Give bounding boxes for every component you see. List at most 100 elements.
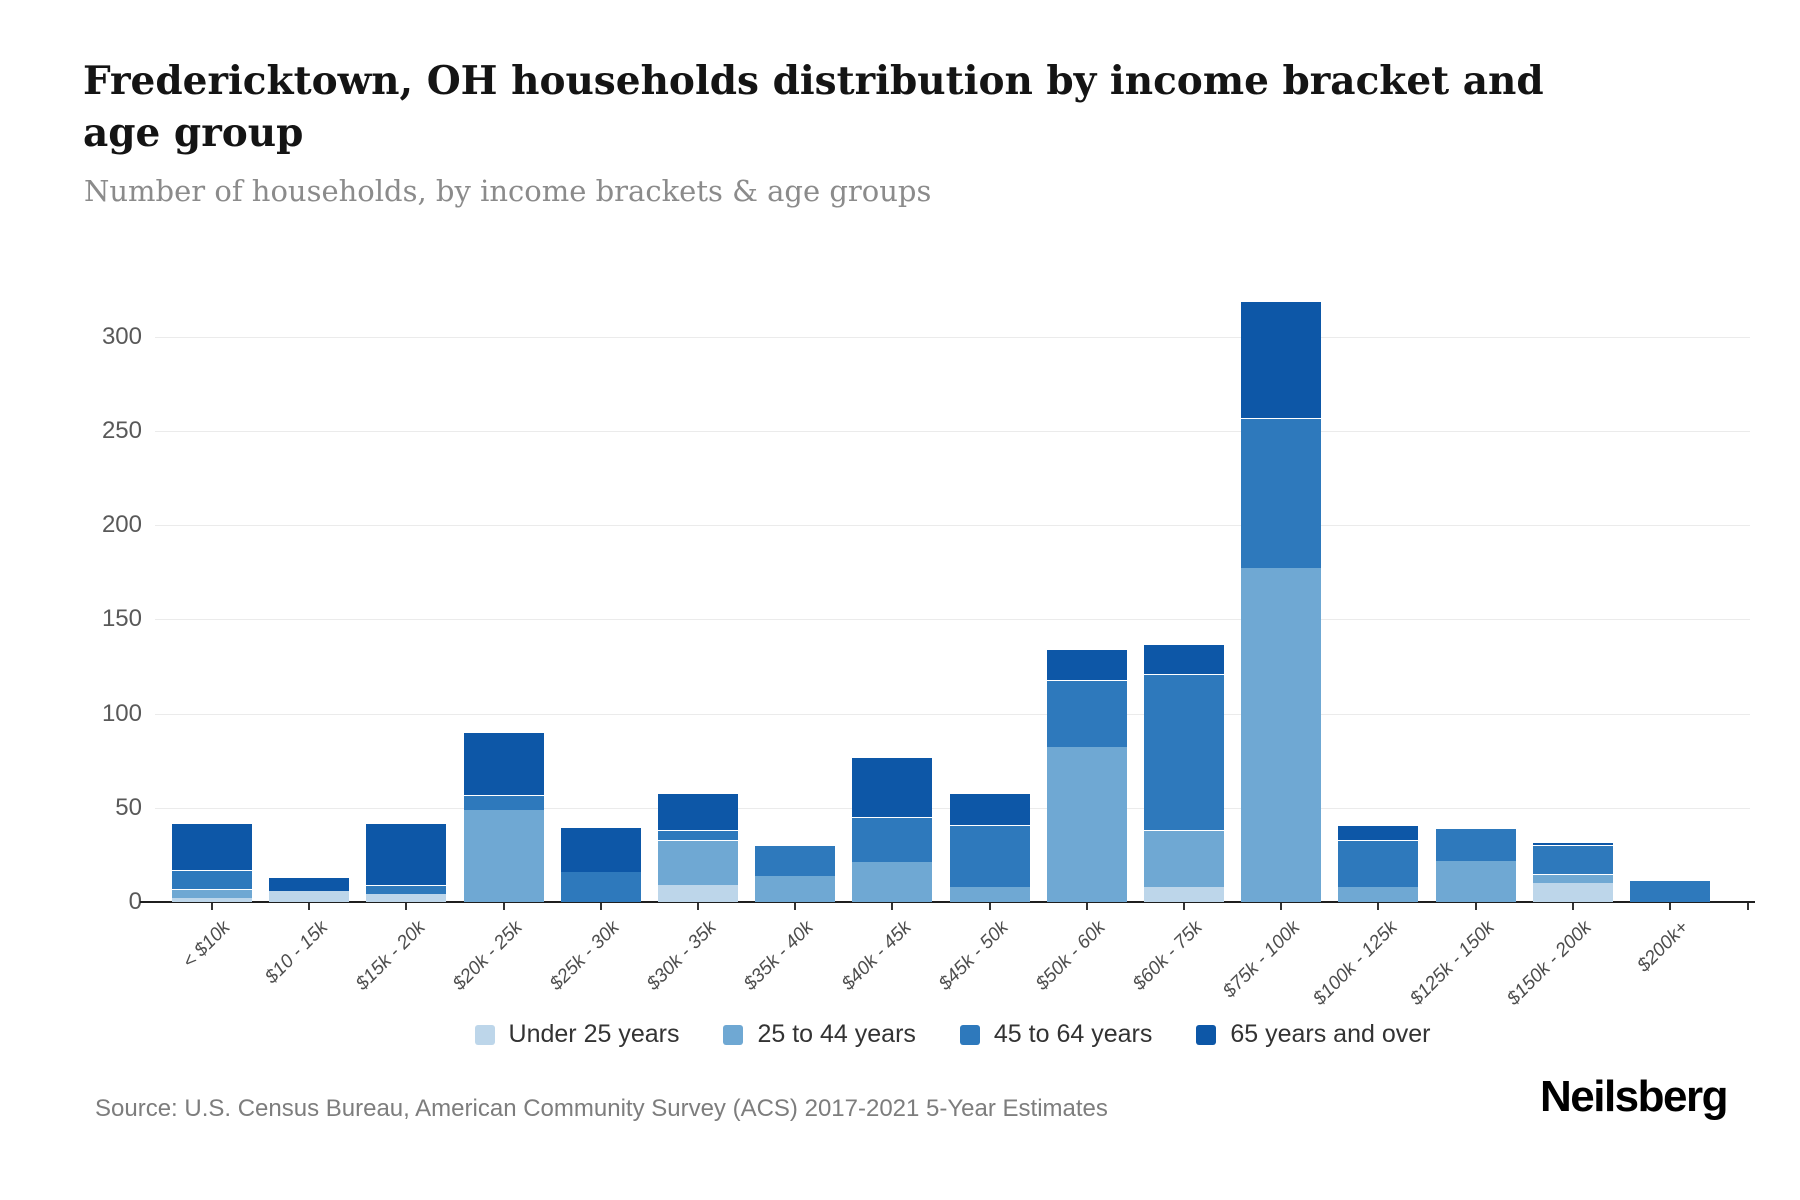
x-axis-label--45k-50k: $45k - 50k bbox=[934, 917, 1013, 995]
gridline-300 bbox=[155, 336, 1750, 338]
bar-segment--40k-45k-series-2[interactable] bbox=[852, 817, 933, 863]
legend-item-45-to-64-years[interactable]: 45 to 64 years bbox=[959, 1020, 1153, 1049]
x-axis-label--20k-25k: $20k - 25k bbox=[448, 917, 527, 995]
neilsberg-logo: Neilsberg bbox=[1539, 1072, 1729, 1121]
x-axis-label--15k-20k: $15k - 20k bbox=[351, 917, 430, 995]
bar-segment--35k-40k-series-2[interactable] bbox=[755, 845, 836, 876]
bar-segment--45k-50k-series-2[interactable] bbox=[949, 824, 1030, 887]
x-axis-label--30k-35k: $30k - 35k bbox=[643, 917, 721, 995]
x-axis-label--25k-30k: $25k - 30k bbox=[546, 917, 624, 995]
x-axis-tick bbox=[1377, 903, 1380, 910]
bar-segment--15k-20k-series-2[interactable] bbox=[366, 885, 447, 895]
bar-segment--30k-35k-series-2[interactable] bbox=[658, 830, 738, 840]
legend-item-65-years-and-over[interactable]: 65 years and over bbox=[1196, 1020, 1430, 1049]
legend-swatch-icon bbox=[1196, 1024, 1217, 1045]
bar-segment--150k-200k-series-1[interactable] bbox=[1532, 873, 1613, 884]
x-axis-label--200k+: $200k+ bbox=[1633, 917, 1693, 977]
bar-segment--60k-75k-series-1[interactable] bbox=[1144, 830, 1224, 887]
x-axis-end-tick bbox=[1747, 903, 1749, 910]
bar-segment--35k-40k-series-1[interactable] bbox=[755, 875, 836, 902]
x-axis-tick bbox=[891, 903, 894, 910]
bar-segment--20k-25k-series-2[interactable] bbox=[463, 794, 544, 810]
bar-segment--20k-25k-series-3[interactable] bbox=[463, 732, 544, 795]
x-axis-tick bbox=[697, 903, 699, 910]
x-axis-tick bbox=[1183, 903, 1185, 910]
bar-segment--100k-125k-series-2[interactable] bbox=[1338, 839, 1419, 887]
bar-segment--15k-20k-series-0[interactable] bbox=[366, 894, 447, 902]
legend-label: 25 to 44 years bbox=[757, 1020, 916, 1048]
x-axis-label--10k: < $10k bbox=[179, 917, 235, 973]
legend-item-under-25-years[interactable]: Under 25 years bbox=[474, 1020, 680, 1049]
bar-segment--10k-series-0[interactable] bbox=[172, 898, 252, 902]
bar-segment--15k-20k-series-3[interactable] bbox=[366, 822, 447, 886]
x-axis-label--60k-75k: $60k - 75k bbox=[1129, 917, 1207, 995]
bar-segment--75k-100k-series-1[interactable] bbox=[1241, 568, 1322, 902]
legend-swatch-icon bbox=[959, 1024, 980, 1045]
bar-segment--25k-30k-series-3[interactable] bbox=[560, 826, 641, 872]
x-axis-label--50k-60k: $50k - 60k bbox=[1032, 917, 1110, 995]
bar-segment--50k-60k-series-2[interactable] bbox=[1046, 679, 1127, 748]
bar-segment--125k-150k-series-1[interactable] bbox=[1435, 860, 1516, 902]
bar-segment--30k-35k-series-1[interactable] bbox=[658, 839, 738, 886]
bar-segment--60k-75k-series-2[interactable] bbox=[1144, 673, 1224, 831]
x-axis-tick bbox=[502, 903, 505, 910]
x-axis-tick bbox=[1474, 903, 1477, 910]
y-axis-label-150: 150 bbox=[101, 605, 142, 633]
bar-segment--10-15k-series-3[interactable] bbox=[269, 877, 350, 891]
bar-segment--10k-series-3[interactable] bbox=[172, 822, 252, 870]
bar-segment--20k-25k-series-1[interactable] bbox=[463, 809, 544, 902]
bar-segment--75k-100k-series-3[interactable] bbox=[1241, 300, 1322, 418]
x-axis-label--125k-150k: $125k - 150k bbox=[1405, 917, 1499, 1010]
chart-title: Fredericktown, OH households distributio… bbox=[83, 55, 1583, 159]
chart-title-line2: age group bbox=[83, 110, 304, 156]
bar-segment--150k-200k-series-0[interactable] bbox=[1532, 883, 1613, 902]
gridline-100 bbox=[155, 713, 1750, 715]
x-axis-tick bbox=[1280, 903, 1283, 910]
x-axis-tick bbox=[794, 903, 797, 910]
bar-segment--30k-35k-series-3[interactable] bbox=[658, 792, 738, 831]
bar-segment--150k-200k-series-2[interactable] bbox=[1532, 845, 1613, 874]
x-axis-line bbox=[140, 901, 1755, 903]
gridline-250 bbox=[155, 430, 1750, 432]
x-axis-label--40k-45k: $40k - 45k bbox=[837, 917, 916, 995]
bar-segment--100k-125k-series-3[interactable] bbox=[1338, 824, 1419, 840]
y-axis-label-250: 250 bbox=[101, 416, 142, 444]
legend-label: Under 25 years bbox=[508, 1020, 680, 1048]
chart-subtitle: Number of households, by income brackets… bbox=[84, 174, 932, 208]
legend-label: 45 to 64 years bbox=[993, 1020, 1153, 1048]
bar-segment--10k-series-1[interactable] bbox=[172, 888, 252, 899]
chart-title-line1: Fredericktown, OH households distributio… bbox=[83, 58, 1544, 104]
bar-segment--125k-150k-series-2[interactable] bbox=[1435, 828, 1516, 861]
x-axis-tick bbox=[405, 903, 408, 910]
x-axis-label--10-15k: $10 - 15k bbox=[261, 917, 333, 988]
bar-segment--75k-100k-series-2[interactable] bbox=[1241, 417, 1322, 569]
bar-segment--50k-60k-series-1[interactable] bbox=[1046, 747, 1127, 902]
legend-swatch-icon bbox=[474, 1024, 495, 1045]
bar-segment--60k-75k-series-3[interactable] bbox=[1144, 643, 1224, 674]
bar-segment--45k-50k-series-3[interactable] bbox=[949, 792, 1030, 825]
bar-segment--40k-45k-series-3[interactable] bbox=[852, 756, 933, 818]
legend-swatch-icon bbox=[723, 1024, 744, 1045]
bar-segment--50k-60k-series-3[interactable] bbox=[1046, 649, 1127, 680]
bar-segment--10-15k-series-0[interactable] bbox=[269, 890, 350, 902]
x-axis-tick bbox=[211, 903, 213, 910]
legend-label: 65 years and over bbox=[1230, 1020, 1431, 1048]
bar-segment--150k-200k-series-3[interactable] bbox=[1532, 841, 1613, 846]
chart-legend: Under 25 years 25 to 44 years 45 to 64 yea… bbox=[155, 1020, 1750, 1049]
x-axis-tick bbox=[1669, 903, 1671, 910]
bar-segment--10k-series-2[interactable] bbox=[172, 869, 252, 889]
bar-segment--60k-75k-series-0[interactable] bbox=[1144, 886, 1224, 902]
bar-segment--45k-50k-series-1[interactable] bbox=[949, 886, 1030, 902]
x-axis-tick bbox=[308, 903, 311, 910]
x-axis-label--150k-200k: $150k - 200k bbox=[1503, 917, 1596, 1010]
bar-segment--40k-45k-series-1[interactable] bbox=[852, 862, 933, 902]
y-axis-label-200: 200 bbox=[101, 511, 142, 538]
bar-segment--30k-35k-series-0[interactable] bbox=[658, 885, 738, 902]
bar-segment--100k-125k-series-1[interactable] bbox=[1338, 886, 1419, 902]
legend-item-25-to-44-years[interactable]: 25 to 44 years bbox=[723, 1020, 916, 1049]
x-axis-tick bbox=[599, 903, 602, 910]
x-axis-tick bbox=[988, 903, 991, 910]
bar-segment--200k+-series-2[interactable] bbox=[1630, 881, 1710, 902]
bar-segment--25k-30k-series-2[interactable] bbox=[560, 871, 641, 902]
